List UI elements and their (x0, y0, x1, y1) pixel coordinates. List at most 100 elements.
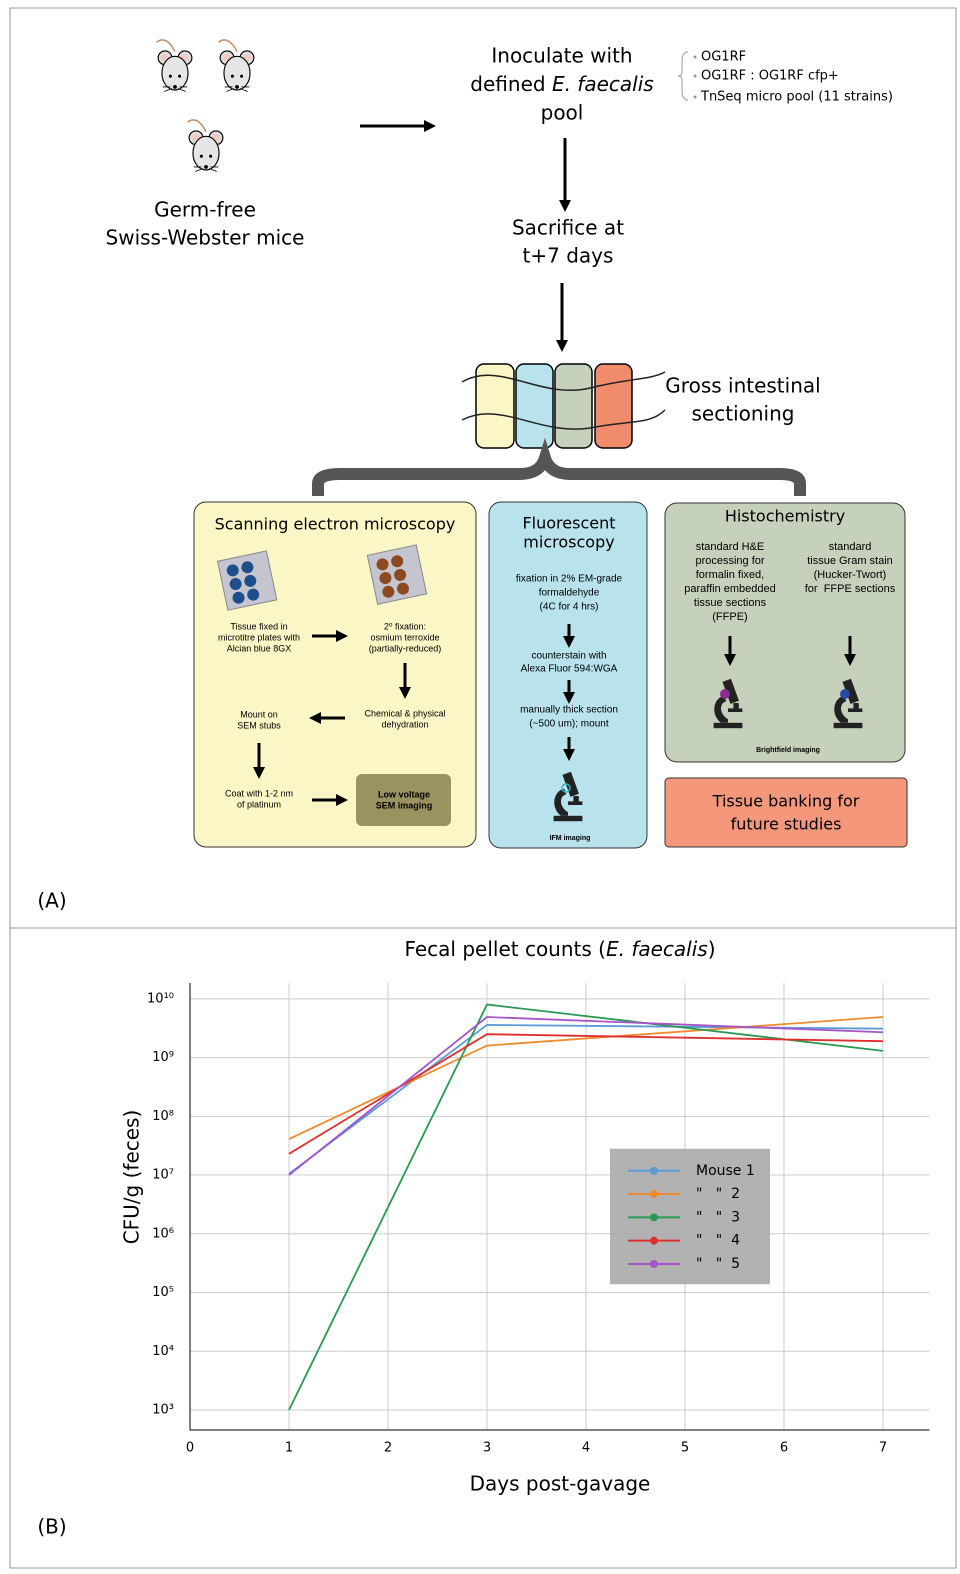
y-tick-label: 10⁸ (152, 1109, 174, 1124)
legend-label: " " 3 (696, 1209, 740, 1225)
y-axis-label: CFU/g (feces) (120, 1110, 144, 1245)
y-tick-label: 10⁹ (152, 1050, 174, 1065)
step-text: of platinum (237, 799, 281, 809)
label: pool (541, 101, 584, 125)
plate-icon (367, 545, 426, 604)
step-text: Chemical & physical (364, 708, 445, 718)
label: future studies (731, 815, 842, 834)
step-text: fixation in 2% EM-grade (516, 574, 623, 585)
label: defined E. faecalis (470, 72, 653, 96)
label-part: E. faecalis (552, 72, 654, 96)
mouse-icon (157, 40, 192, 92)
segment (555, 364, 592, 448)
sample-dot (720, 689, 730, 699)
step-text: Alexa Fluor 594:WGA (521, 664, 618, 675)
step-text: (~500 um); mount (529, 719, 608, 730)
label: sectioning (692, 402, 795, 426)
x-tick-label: 4 (582, 1441, 590, 1456)
x-tick-label: 5 (681, 1441, 689, 1456)
title-part: ) (708, 937, 716, 961)
step-text: Coat with 1-2 nm (225, 788, 293, 798)
y-tick-label: 10⁵ (152, 1285, 174, 1300)
step-text: osmium terroxide (370, 632, 439, 642)
x-tick-label: 2 (384, 1441, 392, 1456)
y-tick-label: 10⁴ (152, 1344, 174, 1359)
step-text: standard (829, 541, 872, 553)
legend-label: " " 2 (696, 1186, 740, 1202)
banking-box (665, 778, 907, 847)
chart-title: Fecal pellet counts (E. faecalis) (404, 937, 715, 961)
step-text: (4C for 4 hrs) (540, 602, 599, 613)
panel-label: (A) (37, 889, 66, 913)
plot: 0 1 2 3 4 5 6 7 10³ 10⁴ 10⁵ 10⁶ 10⁷ 10⁸ 10⁹ 10¹⁰ Mouse 1… (147, 983, 929, 1456)
fluorescent-box (489, 502, 647, 848)
strain: OG1RF (701, 50, 746, 65)
legend-marker (650, 1260, 658, 1268)
title-part: E. faecalis (606, 937, 708, 961)
label: Tissue banking for (712, 792, 860, 811)
bullet (694, 96, 697, 99)
figure: Germ-free Swiss-Webster mice Inoculate w… (0, 0, 960, 1574)
y-tick-label: 10⁷ (152, 1168, 174, 1183)
plate-icon (218, 551, 277, 610)
legend-marker (650, 1213, 658, 1221)
segment (595, 364, 632, 448)
x-axis-label: Days post-gavage (470, 1472, 651, 1496)
y-tick-label: 10¹⁰ (147, 991, 174, 1006)
label-part: defined (470, 72, 552, 96)
legend-marker (650, 1237, 658, 1245)
mouse-icon (219, 40, 254, 92)
mouse-icon (188, 120, 223, 172)
step-text: formaldehyde (539, 588, 600, 599)
legend-marker (650, 1190, 658, 1198)
step-text: 2⁰ fixation: (384, 621, 426, 631)
y-tick-label: 10³ (152, 1403, 174, 1418)
brace (678, 52, 688, 100)
step-text: (FFPE) (712, 611, 747, 623)
step-text: paraffin embedded (684, 583, 776, 595)
box-title: Histochemistry (725, 507, 845, 526)
step-text: (Hucker-Twort) (814, 569, 887, 581)
step-text: tissue Gram stain (807, 555, 893, 567)
step-text: manually thick section (520, 705, 618, 716)
label: Inoculate with (491, 44, 632, 68)
legend-label: Mouse 1 (696, 1163, 755, 1179)
step-text: Mount on (240, 709, 278, 719)
step-text: standard H&E (696, 541, 764, 553)
step-text: Alcian blue 8GX (227, 643, 292, 653)
x-tick-label: 3 (483, 1441, 491, 1456)
legend-marker (650, 1167, 658, 1175)
segment (516, 364, 553, 448)
brace (318, 458, 800, 496)
sample-dot (840, 689, 850, 699)
step-text: processing for (695, 555, 764, 567)
label: Sacrifice at (512, 216, 624, 240)
x-tick-label: 1 (285, 1441, 293, 1456)
label: Swiss-Webster mice (106, 226, 305, 250)
strain: TnSeq micro pool (11 strains) (700, 90, 893, 105)
step-text: counterstain with (531, 651, 606, 662)
legend-label: " " 5 (696, 1256, 740, 1272)
segment (476, 364, 514, 448)
step-text: microtitre plates with (218, 632, 300, 642)
panel-label: (B) (37, 1515, 66, 1539)
g-shape: OG1RF OG1RF : OG1RF cfp+ TnSeq micro poo… (694, 50, 893, 105)
box-title: Scanning electron microscopy (215, 515, 456, 534)
step-text: Low voltage (378, 789, 430, 799)
step-text: Brightfield imaging (756, 747, 820, 754)
step-text: tissue sections (694, 597, 767, 609)
bullet (694, 56, 697, 59)
x-tick-label: 7 (879, 1441, 887, 1456)
step-text: (partially-reduced) (369, 643, 442, 653)
step-text: SEM imaging (376, 800, 433, 810)
step-text: for FFPE sections (805, 583, 896, 595)
y-tick-label: 10⁶ (152, 1226, 174, 1241)
bullet (694, 75, 697, 78)
step-text: dehydration (381, 719, 428, 729)
x-tick-label: 6 (780, 1441, 788, 1456)
x-tick-label: 0 (186, 1441, 194, 1456)
step-text: IFM imaging (550, 835, 591, 842)
label: Gross intestinal (665, 374, 820, 398)
step-text: formalin fixed, (696, 569, 764, 581)
step-text: SEM stubs (237, 720, 281, 730)
